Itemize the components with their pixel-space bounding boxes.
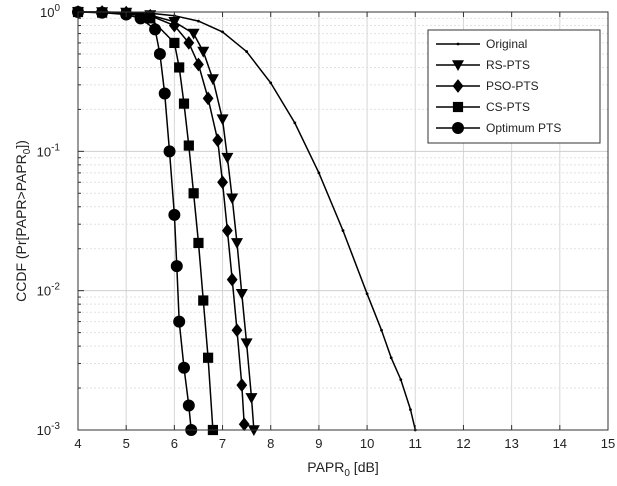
x-tick-label: 9	[315, 436, 322, 451]
legend-item: Original	[436, 37, 527, 51]
point-marker	[134, 12, 147, 25]
legend-label: Original	[486, 37, 527, 51]
point-marker	[221, 223, 233, 238]
x-tick-label: 4	[74, 436, 81, 451]
point-marker	[169, 37, 180, 49]
point-marker	[178, 361, 190, 374]
point-marker	[226, 272, 238, 287]
point-marker	[247, 425, 260, 436]
series-layer	[72, 5, 417, 436]
series-optimum-pts	[72, 6, 198, 436]
point-marker	[245, 50, 249, 53]
point-marker	[168, 208, 181, 221]
point-marker	[452, 101, 464, 113]
point-marker	[452, 60, 464, 71]
point-marker	[153, 47, 166, 60]
point-marker	[149, 23, 162, 36]
point-marker	[365, 292, 369, 296]
point-marker	[170, 260, 183, 273]
legend-item: CS-PTS	[436, 100, 530, 114]
point-marker	[389, 356, 393, 360]
point-marker	[240, 338, 253, 350]
x-tick-label: 15	[601, 436, 615, 451]
point-marker	[226, 193, 239, 205]
point-marker	[409, 408, 412, 412]
x-tick-label: 11	[409, 436, 423, 451]
point-marker	[245, 393, 258, 404]
point-marker	[399, 378, 403, 381]
point-marker	[188, 188, 199, 199]
y-tick-label: 10-1	[37, 142, 61, 159]
legend: Original RS-PTS PSO-PTS CS-PTS Optimum PTS	[427, 29, 601, 144]
point-marker	[380, 328, 383, 332]
point-marker	[198, 295, 209, 306]
legend-label: PSO-PTS	[486, 79, 539, 93]
legend-item: Optimum PTS	[436, 121, 561, 135]
x-tick-label: 12	[456, 436, 470, 451]
point-marker	[206, 74, 219, 86]
point-marker	[174, 62, 185, 73]
plot-frame	[77, 11, 609, 431]
point-marker	[452, 122, 464, 134]
point-marker	[178, 98, 190, 109]
point-marker	[182, 399, 195, 412]
point-marker	[168, 18, 180, 33]
point-marker	[235, 288, 248, 300]
legend-label: RS-PTS	[486, 58, 530, 72]
point-marker	[183, 140, 194, 151]
point-marker	[456, 42, 460, 46]
point-marker	[317, 171, 321, 175]
point-marker	[217, 175, 228, 190]
point-marker	[173, 315, 186, 328]
legend-item: PSO-PTS	[436, 79, 539, 93]
point-marker	[221, 152, 234, 164]
point-marker	[269, 81, 273, 85]
point-marker	[231, 323, 243, 338]
point-marker	[236, 378, 248, 393]
point-marker	[341, 229, 345, 232]
x-tick-label: 14	[553, 436, 567, 451]
point-marker	[202, 352, 214, 363]
point-marker	[158, 87, 171, 100]
point-marker	[193, 237, 204, 249]
point-marker	[293, 121, 297, 125]
point-marker	[452, 79, 464, 93]
point-marker	[163, 145, 176, 158]
point-marker	[212, 133, 224, 148]
x-axis-label: PAPR0 [dB]	[307, 459, 378, 479]
point-marker	[231, 238, 243, 249]
x-tick-label: 5	[123, 436, 130, 451]
point-marker	[238, 417, 250, 432]
point-marker	[197, 19, 200, 23]
point-marker	[197, 46, 210, 58]
legend-item: RS-PTS	[436, 58, 530, 72]
legend-label: Optimum PTS	[486, 121, 561, 135]
point-marker	[221, 30, 224, 34]
point-marker	[183, 36, 195, 50]
point-marker	[145, 13, 156, 24]
ticks: 4 5 6 7 8 9 10 11 12 13 14 15 100 10-1 10-2 10-3	[37, 3, 616, 451]
x-tick-label: 6	[171, 436, 178, 451]
point-marker	[216, 114, 229, 126]
y-axis-label: CCDF (Pr[PAPR>PAPR0])	[13, 140, 33, 302]
x-tick-label: 7	[219, 436, 226, 451]
x-tick-label: 10	[360, 436, 374, 451]
legend-label: CS-PTS	[486, 100, 530, 114]
y-tick-label: 100	[40, 3, 60, 20]
point-marker	[187, 28, 200, 40]
point-marker	[193, 57, 204, 72]
x-tick-label: 13	[504, 436, 518, 451]
point-marker	[96, 6, 109, 19]
y-tick-label: 10-2	[37, 282, 61, 299]
x-tick-label: 8	[267, 436, 274, 451]
y-tick-label: 10-3	[37, 421, 61, 438]
point-marker	[202, 91, 214, 106]
